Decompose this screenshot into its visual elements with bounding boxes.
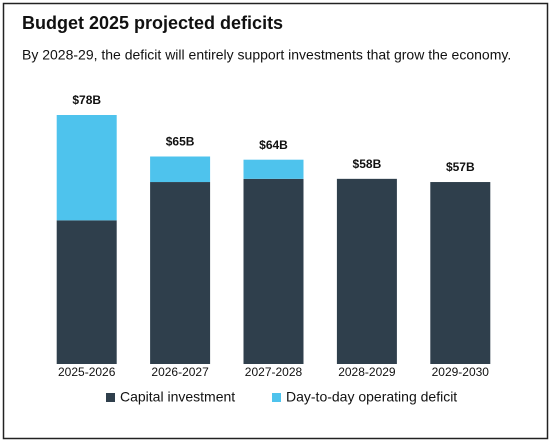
bar-segment [243,159,304,179]
total-label: $58B [353,157,382,171]
x-tick-label: 2027-2028 [245,365,303,379]
chart-title: Budget 2025 projected deficits [22,13,283,33]
total-label: $57B [446,160,475,174]
legend-swatch [272,393,281,402]
total-label: $65B [166,135,195,149]
legend-swatch [106,393,115,402]
x-tick-label: 2028-2029 [338,365,396,379]
bar-segment [336,178,397,364]
bar-segment [243,178,304,364]
bar-segment [150,182,211,364]
x-tick-label: 2026-2027 [151,365,209,379]
chart-subtitle: By 2028-29, the deficit will entirely su… [22,47,511,63]
x-tick-label: 2025-2026 [58,365,116,379]
legend-label: Day-to-day operating deficit [286,389,457,405]
x-tick-label: 2029-2030 [432,365,490,379]
total-label: $64B [259,138,288,152]
bar-segment [56,220,117,364]
bar-segment [430,182,491,364]
bar-segment [56,115,117,221]
bar-segment [150,156,211,183]
legend-label: Capital investment [120,389,235,405]
total-label: $78B [72,93,101,107]
